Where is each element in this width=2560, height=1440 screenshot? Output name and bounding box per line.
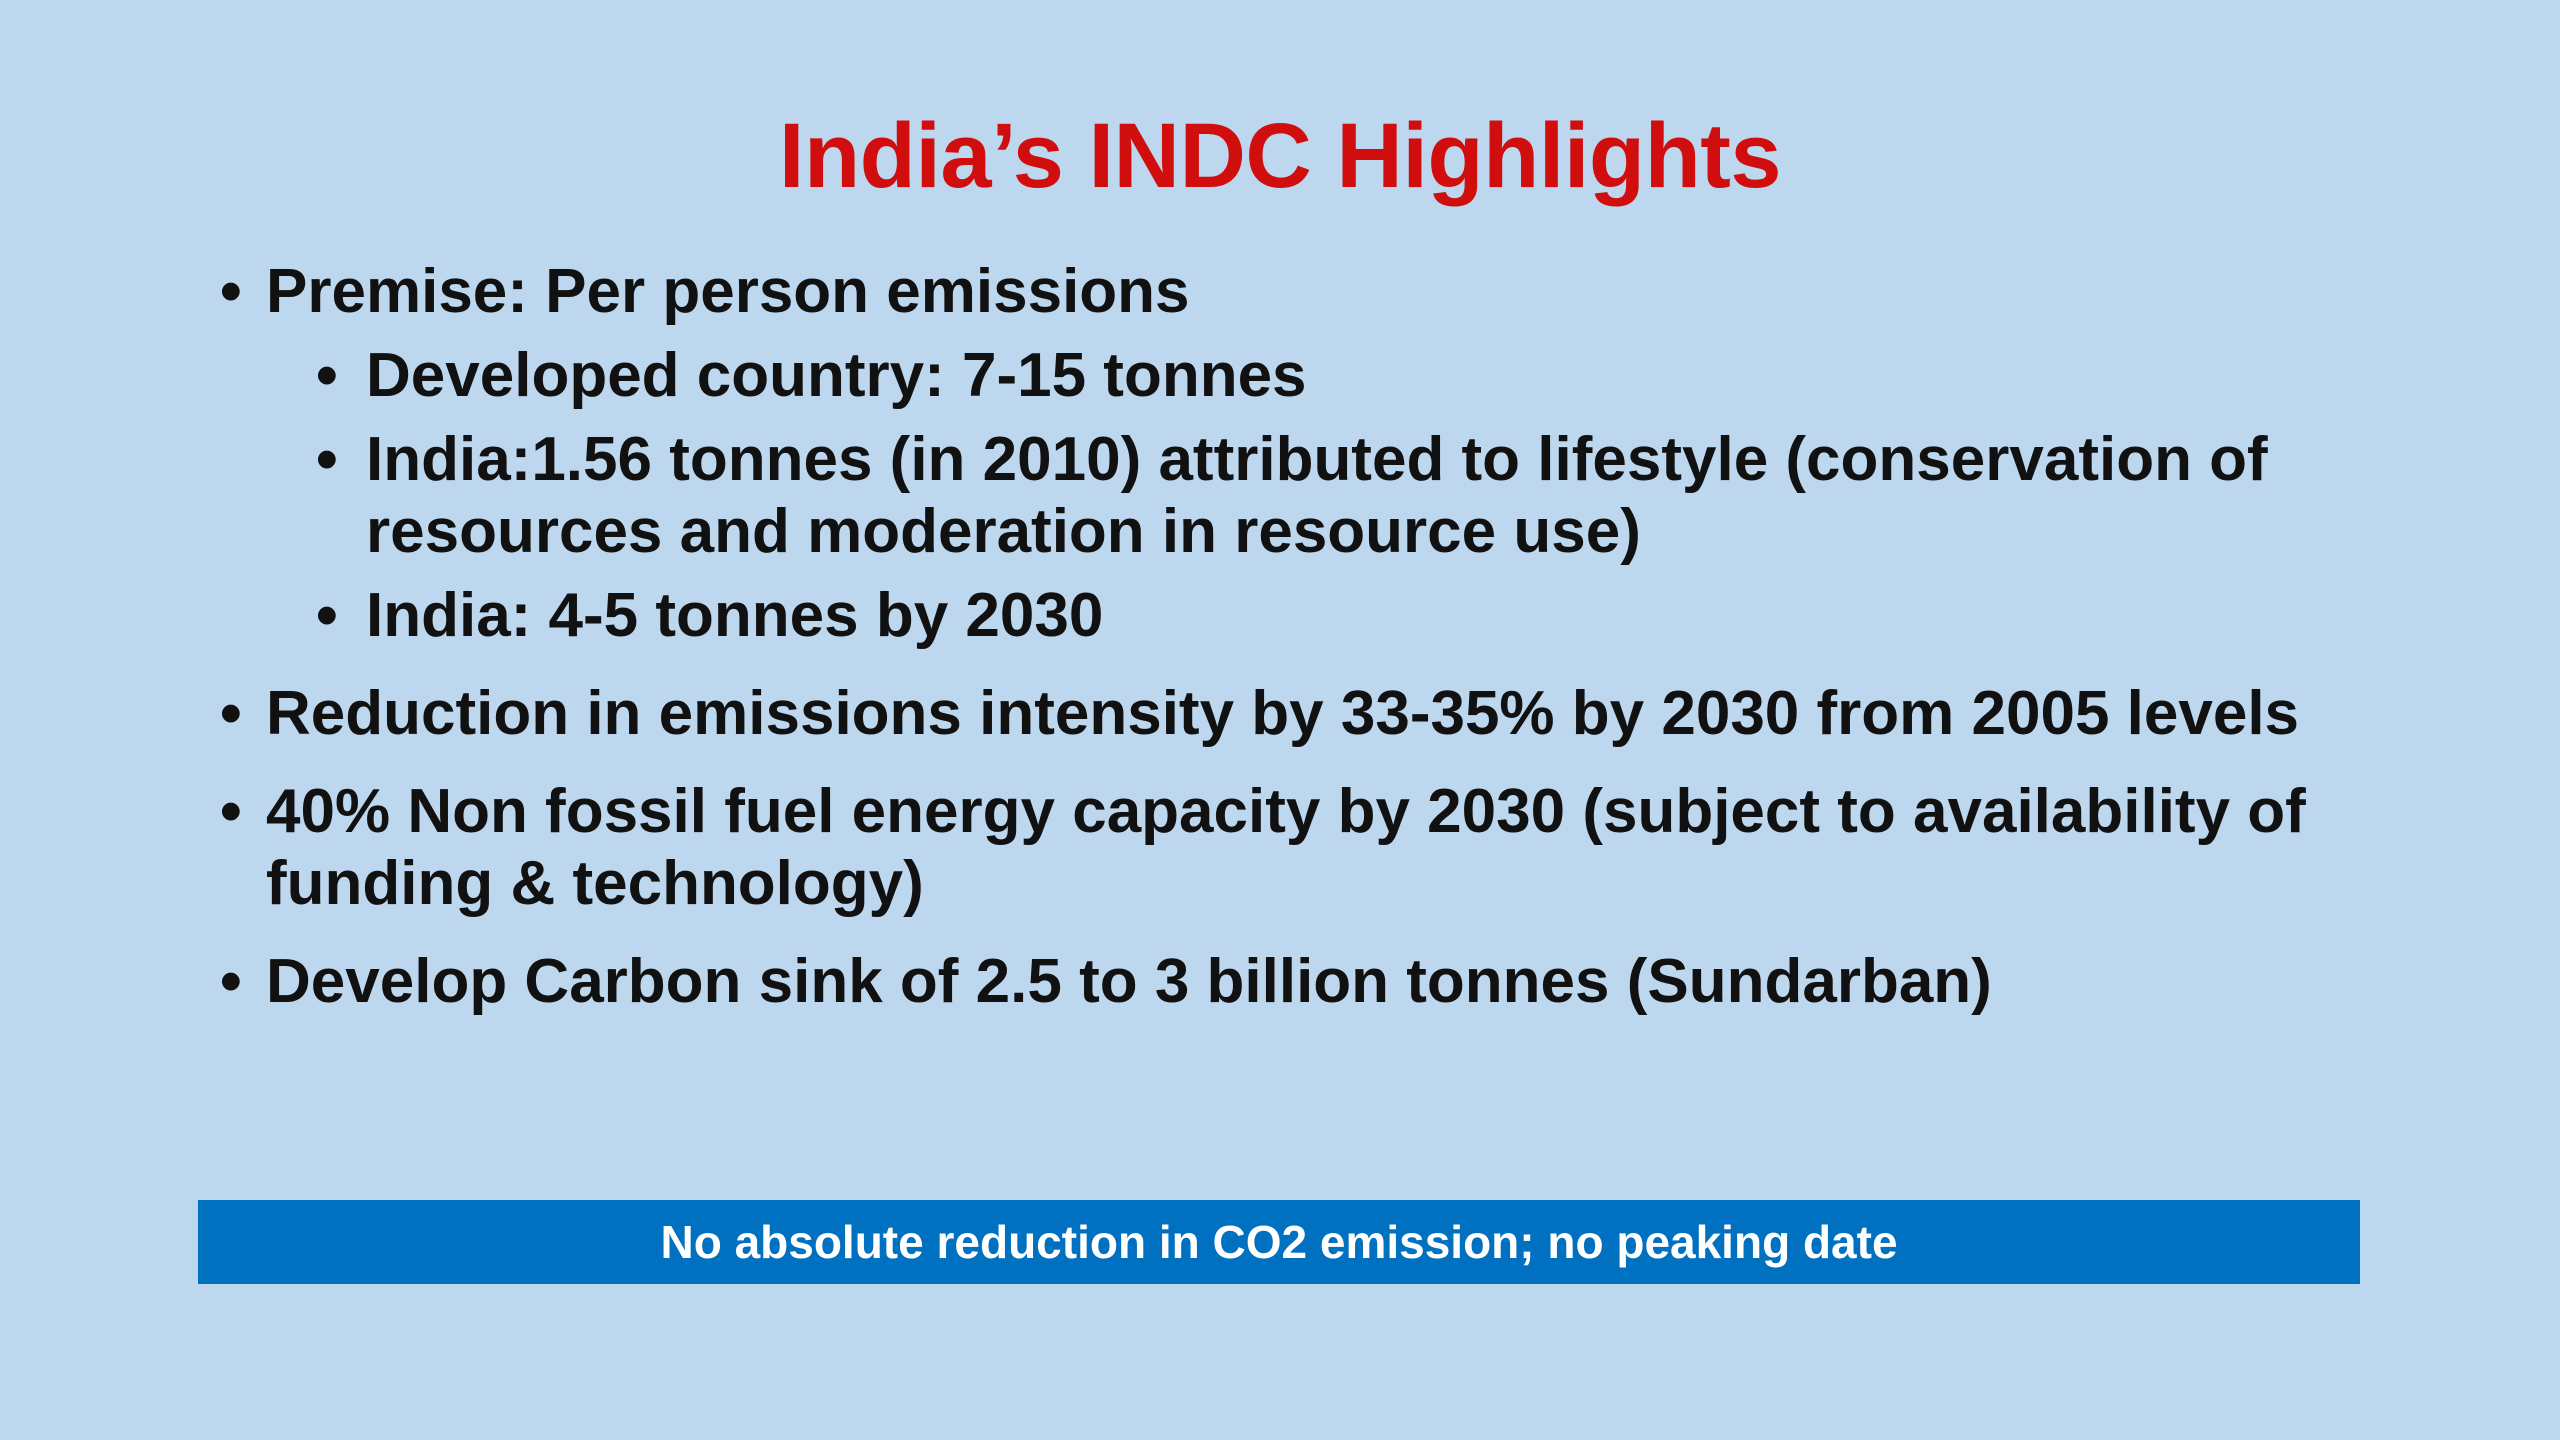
sub-bullet-text: India:1.56 tonnes (in 2010) attributed t…	[366, 425, 2268, 566]
bullet-icon: •	[220, 947, 242, 1016]
sub-bullet-text: India: 4-5 tonnes by 2030	[366, 581, 1104, 650]
bullet-list: • Premise: Per person emissions • Develo…	[220, 256, 2380, 1044]
sub-bullet-text: Developed country: 7-15 tonnes	[366, 341, 1307, 410]
sub-bullet-item-india-2030: • India: 4-5 tonnes by 2030	[316, 580, 2380, 652]
bullet-text: 40% Non fossil fuel energy capacity by 2…	[266, 777, 2306, 918]
summary-banner: No absolute reduction in CO2 emission; n…	[198, 1200, 2360, 1284]
bullet-icon: •	[316, 425, 338, 494]
sub-bullet-list: • Developed country: 7-15 tonnes • India…	[266, 340, 2380, 652]
sub-bullet-item-developed: • Developed country: 7-15 tonnes	[316, 340, 2380, 412]
bullet-item-carbon-sink: • Develop Carbon sink of 2.5 to 3 billio…	[220, 946, 2380, 1018]
bullet-icon: •	[316, 581, 338, 650]
bullet-text: Premise: Per person emissions	[266, 257, 1190, 326]
bullet-item-emissions-intensity: • Reduction in emissions intensity by 33…	[220, 678, 2380, 750]
bullet-text: Develop Carbon sink of 2.5 to 3 billion …	[266, 947, 1992, 1016]
bullet-item-non-fossil: • 40% Non fossil fuel energy capacity by…	[220, 776, 2380, 920]
bullet-item-premise: • Premise: Per person emissions • Develo…	[220, 256, 2380, 652]
bullet-icon: •	[220, 777, 242, 846]
sub-bullet-item-india-2010: • India:1.56 tonnes (in 2010) attributed…	[316, 424, 2380, 568]
bullet-icon: •	[316, 341, 338, 410]
bullet-text: Reduction in emissions intensity by 33-3…	[266, 679, 2300, 748]
bullet-icon: •	[220, 257, 242, 326]
slide-title: India’s INDC Highlights	[778, 105, 1782, 207]
bullet-icon: •	[220, 679, 242, 748]
